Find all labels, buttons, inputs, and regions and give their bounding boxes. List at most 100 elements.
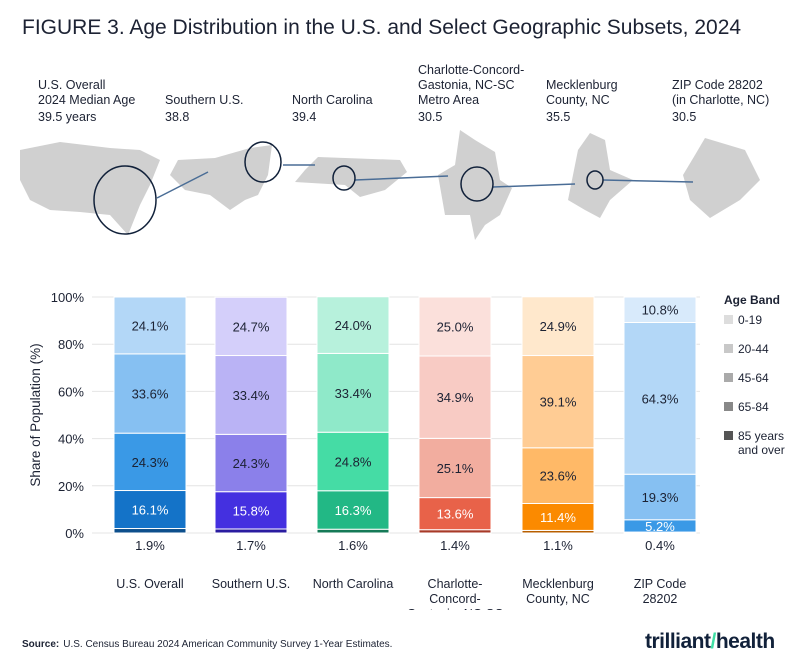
y-tick-label: 0% bbox=[65, 526, 84, 541]
median-age: 30.5 bbox=[672, 110, 697, 124]
bar-segment bbox=[316, 528, 390, 534]
data-label: 64.3% bbox=[642, 391, 679, 406]
mecklenburg-map bbox=[568, 133, 633, 218]
bar-segment bbox=[623, 321, 697, 475]
legend-label: 65-84 bbox=[738, 400, 769, 414]
geography-name: U.S. Overall 2024 Median Age bbox=[38, 78, 136, 107]
x-tick-label: North Carolina bbox=[313, 577, 394, 591]
figure-title: FIGURE 3. Age Distribution in the U.S. a… bbox=[22, 16, 742, 39]
data-label: 13.6% bbox=[437, 507, 474, 522]
data-label: 24.1% bbox=[132, 318, 169, 333]
median-age: 38.8 bbox=[165, 110, 190, 124]
y-tick-label: 20% bbox=[58, 479, 84, 494]
data-label: 33.4% bbox=[233, 388, 270, 403]
x-tick-label: U.S. Overall bbox=[116, 577, 183, 591]
data-label: 16.3% bbox=[335, 503, 372, 518]
source-label: Source: bbox=[22, 639, 60, 650]
metro-area-map bbox=[438, 130, 512, 240]
southern-us-map bbox=[170, 145, 272, 210]
bar-segment bbox=[418, 355, 492, 439]
y-tick-label: 100% bbox=[51, 290, 85, 305]
legend-label: and over bbox=[738, 443, 785, 457]
x-tick-label: Mecklenburg bbox=[522, 577, 594, 591]
data-label: 5.2% bbox=[645, 519, 675, 534]
x-tick-label: 28202 bbox=[643, 592, 678, 606]
legend-swatch bbox=[724, 431, 733, 440]
us-map bbox=[20, 142, 160, 235]
data-label: 0.4% bbox=[645, 538, 675, 553]
county-zoom-circle bbox=[586, 170, 604, 190]
x-tick-label: Southern U.S. bbox=[212, 577, 291, 591]
median-age: 39.5 years bbox=[38, 110, 97, 124]
bar-segment bbox=[418, 497, 492, 531]
south-zoom-circle bbox=[244, 141, 282, 183]
data-label: 1.9% bbox=[135, 538, 165, 553]
data-label: 24.3% bbox=[132, 455, 169, 470]
data-label: 1.4% bbox=[440, 538, 470, 553]
data-label: 1.1% bbox=[543, 538, 573, 553]
data-label: 24.3% bbox=[233, 456, 270, 471]
legend-label: 20-44 bbox=[738, 342, 769, 356]
data-label: 25.1% bbox=[437, 461, 474, 476]
data-label: 33.6% bbox=[132, 387, 169, 402]
data-label: 1.7% bbox=[236, 538, 266, 553]
trilliant-health-logo: trilliant/health bbox=[645, 630, 775, 653]
bar-segment bbox=[521, 296, 595, 357]
bar-segment bbox=[316, 490, 390, 530]
geography-name: ZIP Code 28202 (in Charlotte, NC) bbox=[672, 78, 770, 107]
bar-segment bbox=[113, 528, 187, 534]
data-label: 11.4% bbox=[540, 510, 576, 525]
data-label: 1.6% bbox=[338, 538, 368, 553]
x-tick-label: County, NC bbox=[526, 592, 590, 606]
stacked-bar-chart: 0% 20% 40% 60% 80% 100% Share of Population (%… bbox=[28, 290, 785, 610]
y-tick-label: 40% bbox=[58, 432, 84, 447]
legend-swatch bbox=[724, 373, 733, 382]
median-age: 39.4 bbox=[292, 110, 317, 124]
nc-zoom-circle bbox=[332, 165, 356, 191]
data-label: 15.8% bbox=[233, 503, 270, 518]
data-label: 33.4% bbox=[335, 386, 372, 401]
bar-segment bbox=[214, 528, 288, 534]
x-tick-label: Charlotte- bbox=[428, 577, 483, 591]
data-label: 24.0% bbox=[335, 318, 372, 333]
data-label: 10.8% bbox=[642, 303, 679, 318]
data-label: 23.6% bbox=[540, 469, 577, 484]
north-carolina-map bbox=[295, 157, 407, 197]
data-label: 25.0% bbox=[437, 320, 474, 335]
median-age: 35.5 bbox=[546, 110, 571, 124]
bar-segment bbox=[521, 355, 595, 449]
data-label: 19.3% bbox=[642, 490, 679, 505]
legend-label: 0-19 bbox=[738, 313, 762, 327]
bar-segment bbox=[113, 296, 187, 355]
bar-segment bbox=[316, 296, 390, 354]
y-tick-label: 60% bbox=[58, 384, 84, 399]
bar-segment bbox=[623, 296, 697, 323]
data-label: 16.1% bbox=[132, 503, 169, 518]
bar-segment bbox=[521, 447, 595, 504]
bar-segment bbox=[418, 296, 492, 357]
data-label: 34.9% bbox=[437, 390, 474, 405]
geography-name: Southern U.S. bbox=[165, 93, 244, 107]
data-label: 39.1% bbox=[540, 395, 577, 410]
geography-name: Mecklenburg County, NC bbox=[546, 78, 618, 107]
geography-name: Charlotte-Concord- Gastonia, NC-SC Metro A… bbox=[418, 63, 525, 107]
legend-swatch bbox=[724, 315, 733, 324]
data-label: 24.8% bbox=[335, 454, 372, 469]
y-axis-label: Share of Population (%) bbox=[28, 343, 43, 486]
bar-segment bbox=[214, 296, 288, 357]
geography-name: North Carolina bbox=[292, 93, 373, 107]
locator-maps bbox=[20, 130, 760, 240]
source-text: U.S. Census Bureau 2024 American Communi… bbox=[63, 639, 393, 650]
legend-swatch bbox=[724, 344, 733, 353]
metro-zoom-circle bbox=[460, 166, 494, 202]
x-tick-label: ZIP Code bbox=[634, 577, 687, 591]
bar-segment bbox=[113, 490, 187, 530]
data-label: 24.9% bbox=[540, 319, 577, 334]
data-label: 24.7% bbox=[233, 319, 270, 334]
x-tick-label: Concord- bbox=[429, 592, 480, 606]
legend-title: Age Band bbox=[724, 293, 780, 307]
bar-segment bbox=[214, 355, 288, 435]
y-tick-label: 80% bbox=[58, 337, 84, 352]
us-zoom-circle bbox=[93, 165, 157, 235]
